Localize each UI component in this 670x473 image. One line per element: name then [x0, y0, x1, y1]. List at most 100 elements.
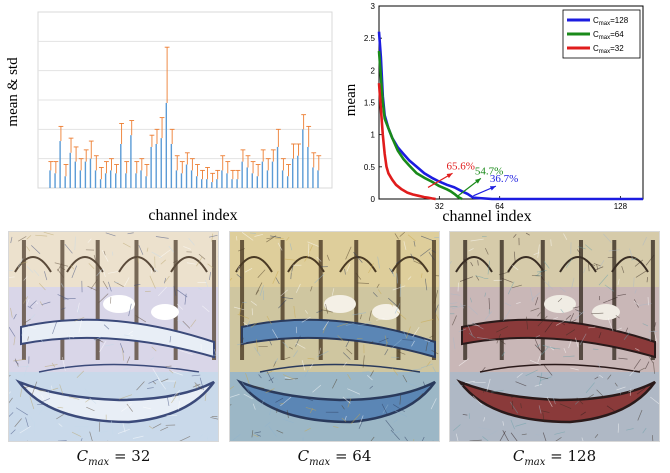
brush-stroke	[390, 302, 394, 307]
brush-stroke	[269, 408, 271, 416]
brush-stroke	[309, 363, 314, 369]
brush-stroke	[634, 348, 640, 351]
brush-stroke	[61, 283, 64, 288]
brush-stroke	[459, 276, 474, 282]
brush-stroke	[571, 277, 575, 289]
brush-stroke	[152, 380, 157, 385]
brush-stroke	[230, 277, 233, 281]
brush-stroke	[645, 254, 655, 266]
brush-stroke	[127, 334, 133, 337]
brush-stroke	[301, 360, 306, 371]
brush-stroke	[598, 260, 605, 270]
x-axis-label: channel index	[442, 208, 531, 225]
brush-stroke	[565, 329, 576, 336]
brush-stroke	[295, 335, 301, 347]
brush-stroke	[481, 367, 486, 373]
brush-stroke	[644, 361, 650, 370]
brush-stroke	[623, 332, 631, 340]
brush-stroke	[205, 280, 209, 287]
brush-stroke	[534, 384, 542, 387]
brush-stroke	[399, 395, 402, 405]
brush-stroke	[595, 266, 604, 270]
brush-stroke	[633, 300, 639, 306]
gondola-cover	[372, 304, 400, 320]
brush-stroke	[276, 429, 284, 434]
brush-stroke	[290, 272, 292, 280]
brush-stroke	[133, 283, 141, 286]
brush-stroke	[332, 378, 338, 389]
brush-stroke	[551, 393, 556, 405]
brush-stroke	[255, 289, 260, 296]
brush-stroke	[392, 404, 405, 413]
brush-stroke	[316, 350, 329, 358]
brush-stroke	[626, 428, 634, 431]
brush-stroke	[388, 297, 398, 307]
brush-stroke	[453, 424, 461, 431]
rope-arch	[391, 256, 429, 273]
brush-stroke	[534, 344, 543, 353]
brush-stroke	[304, 369, 309, 378]
brush-stroke	[241, 232, 254, 241]
legend-label: Cmax=128	[593, 16, 629, 27]
brush-stroke	[581, 437, 584, 441]
brush-stroke	[394, 410, 408, 417]
brush-stroke	[431, 250, 436, 253]
brush-stroke	[74, 236, 76, 251]
brush-stroke	[654, 322, 657, 327]
brush-stroke	[18, 236, 27, 242]
brush-stroke	[243, 322, 248, 326]
brush-stroke	[273, 358, 279, 364]
brush-stroke	[405, 381, 418, 387]
brush-stroke	[647, 297, 649, 306]
brush-stroke	[563, 348, 567, 353]
brush-stroke	[599, 374, 604, 379]
brush-stroke	[402, 339, 413, 341]
brush-stroke	[173, 381, 177, 388]
brush-stroke	[118, 394, 133, 400]
brush-stroke	[150, 357, 155, 361]
brush-stroke	[403, 241, 407, 250]
brush-stroke	[121, 347, 125, 361]
brush-stroke	[537, 352, 542, 363]
brush-stroke	[593, 263, 601, 267]
brush-stroke	[250, 300, 257, 306]
brush-stroke	[264, 422, 271, 427]
gondola-cover	[324, 295, 356, 313]
gondola-upper	[241, 318, 436, 359]
brush-stroke	[176, 303, 183, 310]
brush-stroke	[67, 334, 75, 338]
brush-stroke	[27, 306, 33, 309]
brush-stroke	[392, 285, 406, 291]
brush-stroke	[438, 260, 439, 262]
brush-stroke	[127, 232, 134, 235]
brush-stroke	[537, 312, 541, 317]
brush-stroke	[208, 234, 218, 238]
series-line-32	[377, 83, 436, 201]
brush-stroke	[29, 300, 37, 308]
brush-stroke	[578, 246, 586, 250]
rope-arch	[559, 256, 597, 273]
brush-stroke	[575, 309, 580, 312]
brush-stroke	[629, 370, 635, 377]
gondola-rim	[259, 363, 421, 373]
brush-stroke	[658, 242, 659, 243]
brush-stroke	[390, 431, 400, 435]
brush-stroke	[344, 268, 346, 275]
brush-stroke	[381, 403, 388, 416]
brush-stroke	[580, 411, 587, 416]
brush-stroke	[9, 374, 11, 377]
brush-stroke	[434, 304, 439, 313]
brush-stroke	[266, 237, 274, 240]
brush-stroke	[607, 318, 614, 332]
brush-stroke	[465, 380, 475, 384]
mooring-post	[318, 240, 323, 360]
brush-stroke	[80, 438, 83, 441]
brush-stroke	[171, 392, 179, 404]
brush-stroke	[277, 242, 283, 251]
mooring-post	[95, 240, 100, 360]
brush-stroke	[424, 278, 428, 291]
gondola-upper	[20, 318, 215, 359]
brush-stroke	[126, 356, 131, 364]
rope-arch	[14, 256, 52, 273]
brush-stroke	[33, 269, 40, 277]
